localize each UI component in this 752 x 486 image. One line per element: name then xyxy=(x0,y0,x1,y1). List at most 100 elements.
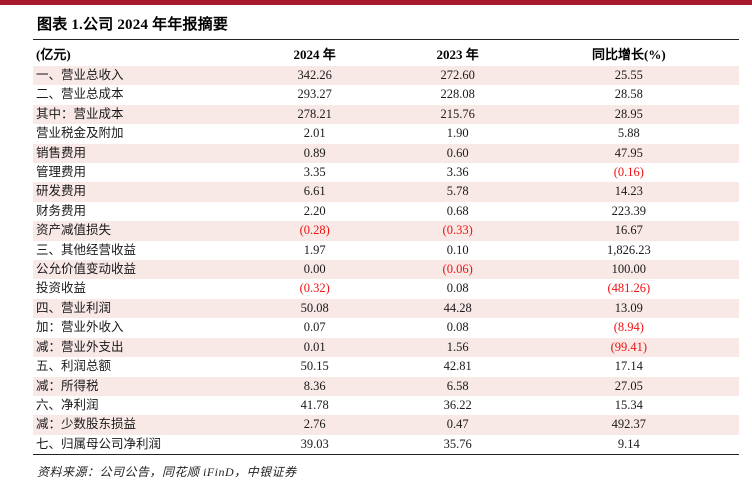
cell-2023: 1.90 xyxy=(446,126,469,141)
row-label: 加：营业外收入 xyxy=(36,320,124,335)
cell-2024: 293.27 xyxy=(297,87,332,102)
cell-2023: 0.60 xyxy=(446,145,469,160)
table-row: 加：营业外收入 0.07 0.08 (8.94) xyxy=(33,318,739,337)
table-row: 销售费用 0.89 0.60 47.95 xyxy=(33,143,739,164)
cell-2023: 0.68 xyxy=(446,203,469,218)
row-label: 减：少数股东损益 xyxy=(36,417,137,432)
table-header: (亿元) 2024 年 2023 年 同比增长(%) xyxy=(33,40,739,66)
table-row: 减：营业外支出 0.01 1.56 (99.41) xyxy=(33,337,739,358)
cell-2023: 36.22 xyxy=(443,397,472,412)
row-label: 四、营业利润 xyxy=(36,300,112,315)
cell-2023: 228.08 xyxy=(440,87,475,102)
cell-yoy: 5.88 xyxy=(617,126,640,141)
cell-2023: 42.81 xyxy=(443,359,472,374)
cell-yoy: 47.95 xyxy=(614,145,643,160)
report-figure: 图表 1.公司 2024 年年报摘要 (亿元) 2024 年 2023 年 同比… xyxy=(33,5,739,480)
row-label: 财务费用 xyxy=(36,203,87,218)
row-label: 七、归属母公司净利润 xyxy=(36,436,162,451)
table-row: 研发费用 6.61 5.78 14.23 xyxy=(33,182,739,202)
cell-yoy: 28.58 xyxy=(614,87,643,102)
row-label: 三、其他经营收益 xyxy=(36,242,137,257)
cell-yoy: 223.39 xyxy=(611,203,647,218)
cell-2024: 50.08 xyxy=(300,300,329,315)
cell-yoy: (8.94) xyxy=(613,320,644,335)
row-label: 研发费用 xyxy=(36,184,87,199)
cell-yoy: (99.41) xyxy=(610,339,648,354)
header-2023: 2023 年 xyxy=(436,46,479,62)
cell-2023: 0.08 xyxy=(446,320,469,335)
row-label: 其中：营业成本 xyxy=(36,106,124,121)
cell-2024: 3.35 xyxy=(303,165,326,180)
cell-2024: 41.78 xyxy=(300,397,329,412)
table-row: 一、营业总收入 342.26 272.60 25.55 xyxy=(33,66,739,86)
cell-2023: 272.60 xyxy=(440,68,475,82)
table-row: 管理费用 3.35 3.36 (0.16) xyxy=(33,163,739,182)
cell-2023: 0.08 xyxy=(446,281,469,296)
table-row: 财务费用 2.20 0.68 223.39 xyxy=(33,202,739,221)
cell-2024: 50.15 xyxy=(300,359,329,374)
cell-2023: 5.78 xyxy=(446,184,469,199)
row-label: 六、净利润 xyxy=(36,397,99,412)
row-label: 减：所得税 xyxy=(36,378,99,393)
cell-2024: (0.28) xyxy=(299,223,330,238)
row-label: 管理费用 xyxy=(36,165,87,180)
header-yoy: 同比增长(%) xyxy=(592,46,666,62)
row-label: 减：营业外支出 xyxy=(36,339,124,354)
top-accent-bar xyxy=(0,0,752,5)
cell-yoy: 100.00 xyxy=(611,262,647,277)
cell-yoy: 14.23 xyxy=(614,184,643,199)
cell-yoy: 15.34 xyxy=(614,397,643,412)
table-row: 七、归属母公司净利润 39.03 35.76 9.14 xyxy=(33,435,739,455)
table-row: 其中：营业成本 278.21 215.76 28.95 xyxy=(33,104,739,125)
cell-yoy: (481.26) xyxy=(607,281,651,296)
source-note: 资料来源：公司公告，同花顺 iFinD，中银证券 xyxy=(37,465,297,480)
cell-2023: 6.58 xyxy=(446,378,469,393)
table-row: 五、利润总额 50.15 42.81 17.14 xyxy=(33,357,739,376)
row-label: 公允价值变动收益 xyxy=(36,262,137,277)
cell-yoy: 9.14 xyxy=(617,436,640,451)
cell-yoy: 492.37 xyxy=(611,417,647,432)
cell-2024: 2.01 xyxy=(303,126,326,141)
cell-2023: 1.56 xyxy=(446,339,469,354)
cell-yoy: 27.05 xyxy=(614,378,643,393)
table-header-row: (亿元) 2024 年 2023 年 同比增长(%) xyxy=(33,40,739,66)
cell-2023: (0.06) xyxy=(442,262,473,277)
cell-2024: 0.89 xyxy=(303,145,326,160)
cell-2024: 0.01 xyxy=(303,339,326,354)
row-label: 营业税金及附加 xyxy=(36,126,124,141)
table-row: 二、营业总成本 293.27 228.08 28.58 xyxy=(33,85,739,104)
row-label: 投资收益 xyxy=(36,281,87,296)
cell-yoy: 16.67 xyxy=(614,223,643,238)
cell-2024: 8.36 xyxy=(303,378,326,393)
row-label: 销售费用 xyxy=(36,145,87,160)
cell-2024: 342.26 xyxy=(297,68,332,82)
row-label: 五、利润总额 xyxy=(36,359,112,374)
cell-yoy: 17.14 xyxy=(614,359,643,374)
cell-2023: 0.10 xyxy=(446,242,469,257)
cell-2024: 278.21 xyxy=(297,106,332,121)
cell-2024: (0.32) xyxy=(299,281,330,296)
cell-2023: 44.28 xyxy=(443,300,472,315)
table-row: 六、净利润 41.78 36.22 15.34 xyxy=(33,396,739,415)
cell-2023: 215.76 xyxy=(440,106,475,121)
figure-title: 图表 1.公司 2024 年年报摘要 xyxy=(33,5,739,40)
table-row: 投资收益 (0.32) 0.08 (481.26) xyxy=(33,279,739,298)
cell-2024: 0.07 xyxy=(303,320,326,335)
row-label: 资产减值损失 xyxy=(36,223,112,238)
table-row: 公允价值变动收益 0.00 (0.06) 100.00 xyxy=(33,260,739,280)
table-row: 减：所得税 8.36 6.58 27.05 xyxy=(33,376,739,396)
cell-2023: 3.36 xyxy=(446,165,469,180)
table-row: 营业税金及附加 2.01 1.90 5.88 xyxy=(33,124,739,143)
table-body: 一、营业总收入 342.26 272.60 25.55 二、营业总成本 293.27 228… xyxy=(33,66,739,455)
cell-2024: 2.20 xyxy=(303,203,326,218)
cell-yoy: 13.09 xyxy=(614,300,643,315)
cell-2024: 6.61 xyxy=(303,184,326,199)
cell-2023: 35.76 xyxy=(443,436,472,451)
cell-2024: 39.03 xyxy=(300,436,329,451)
table-row: 四、营业利润 50.08 44.28 13.09 xyxy=(33,298,739,319)
table-row: 三、其他经营收益 1.97 0.10 1,826.23 xyxy=(33,241,739,260)
cell-2024: 2.76 xyxy=(303,417,326,432)
cell-yoy: 1,826.23 xyxy=(606,242,651,257)
table-row: 减：少数股东损益 2.76 0.47 492.37 xyxy=(33,415,739,435)
header-2024: 2024 年 xyxy=(293,46,336,62)
